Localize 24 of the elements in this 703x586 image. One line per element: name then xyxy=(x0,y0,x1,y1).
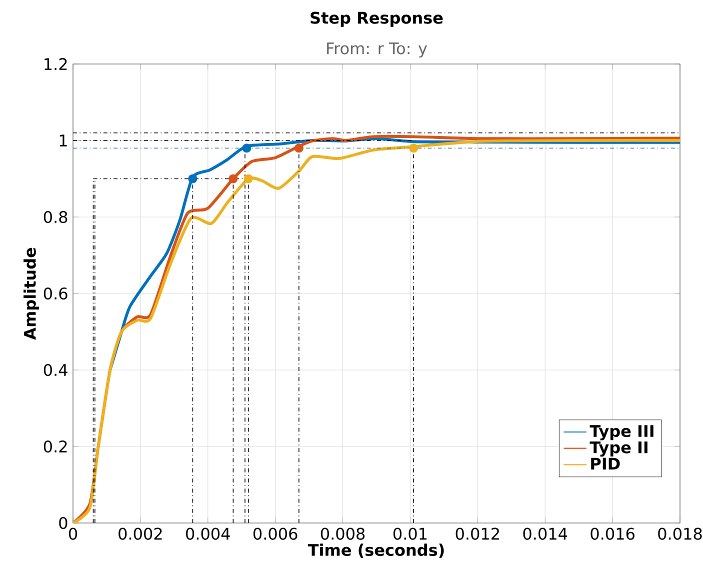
y-tick-label: 0.6 xyxy=(44,287,68,300)
y-tick-label: 0.8 xyxy=(44,210,68,224)
x-axis-title: Time (seconds) xyxy=(308,544,444,558)
y-tick-label: 0.2 xyxy=(44,440,67,453)
x-tick-label: 0.018 xyxy=(658,528,702,540)
y-tick-label: 1.2 xyxy=(44,58,67,70)
legend-label: Type III xyxy=(590,425,654,440)
y-axis-title: Amplitude xyxy=(24,248,40,340)
chart-subtitle: From: r To: y xyxy=(327,42,427,58)
x-tick-label: 0.006 xyxy=(253,528,298,540)
x-tick-label: 0.016 xyxy=(590,528,634,540)
x-tick-label: 0.002 xyxy=(118,528,162,540)
legend-label: Type II xyxy=(590,442,648,457)
legend-label: PID xyxy=(591,458,620,470)
y-tick-label: 0 xyxy=(59,516,68,530)
x-tick-label: 0.008 xyxy=(320,528,365,540)
chart-title: Step Response xyxy=(310,12,443,27)
x-tick-label: 0.014 xyxy=(523,528,568,540)
x-tick-label: 0 xyxy=(68,528,78,540)
x-tick-label: 0.01 xyxy=(393,528,427,540)
x-tick-label: 0.012 xyxy=(456,528,499,540)
y-tick-label: 0.4 xyxy=(44,364,68,376)
y-tick-label: 1 xyxy=(60,134,67,146)
x-tick-label: 0.004 xyxy=(186,528,230,540)
